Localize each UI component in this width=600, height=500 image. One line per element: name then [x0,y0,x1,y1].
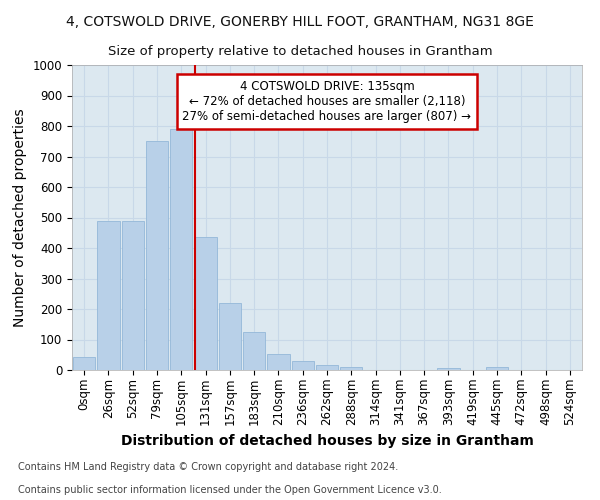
Y-axis label: Number of detached properties: Number of detached properties [13,108,27,327]
Bar [316,366,338,370]
Bar [73,357,95,370]
Bar [218,303,241,370]
Bar [122,220,144,370]
Text: Contains HM Land Registry data © Crown copyright and database right 2024.: Contains HM Land Registry data © Crown c… [18,462,398,472]
Bar [243,332,265,370]
Bar [97,220,119,370]
Text: 4 COTSWOLD DRIVE: 135sqm
← 72% of detached houses are smaller (2,118)
27% of sem: 4 COTSWOLD DRIVE: 135sqm ← 72% of detach… [182,80,472,123]
Bar [267,354,290,370]
Text: 4, COTSWOLD DRIVE, GONERBY HILL FOOT, GRANTHAM, NG31 8GE: 4, COTSWOLD DRIVE, GONERBY HILL FOOT, GR… [66,15,534,29]
Bar [486,367,508,370]
Bar [170,129,193,370]
Bar [292,362,314,370]
Bar [437,368,460,370]
Bar [340,367,362,370]
Bar [194,238,217,370]
X-axis label: Distribution of detached houses by size in Grantham: Distribution of detached houses by size … [121,434,533,448]
Text: Size of property relative to detached houses in Grantham: Size of property relative to detached ho… [107,45,493,58]
Text: Contains public sector information licensed under the Open Government Licence v3: Contains public sector information licen… [18,485,442,495]
Bar [146,141,168,370]
